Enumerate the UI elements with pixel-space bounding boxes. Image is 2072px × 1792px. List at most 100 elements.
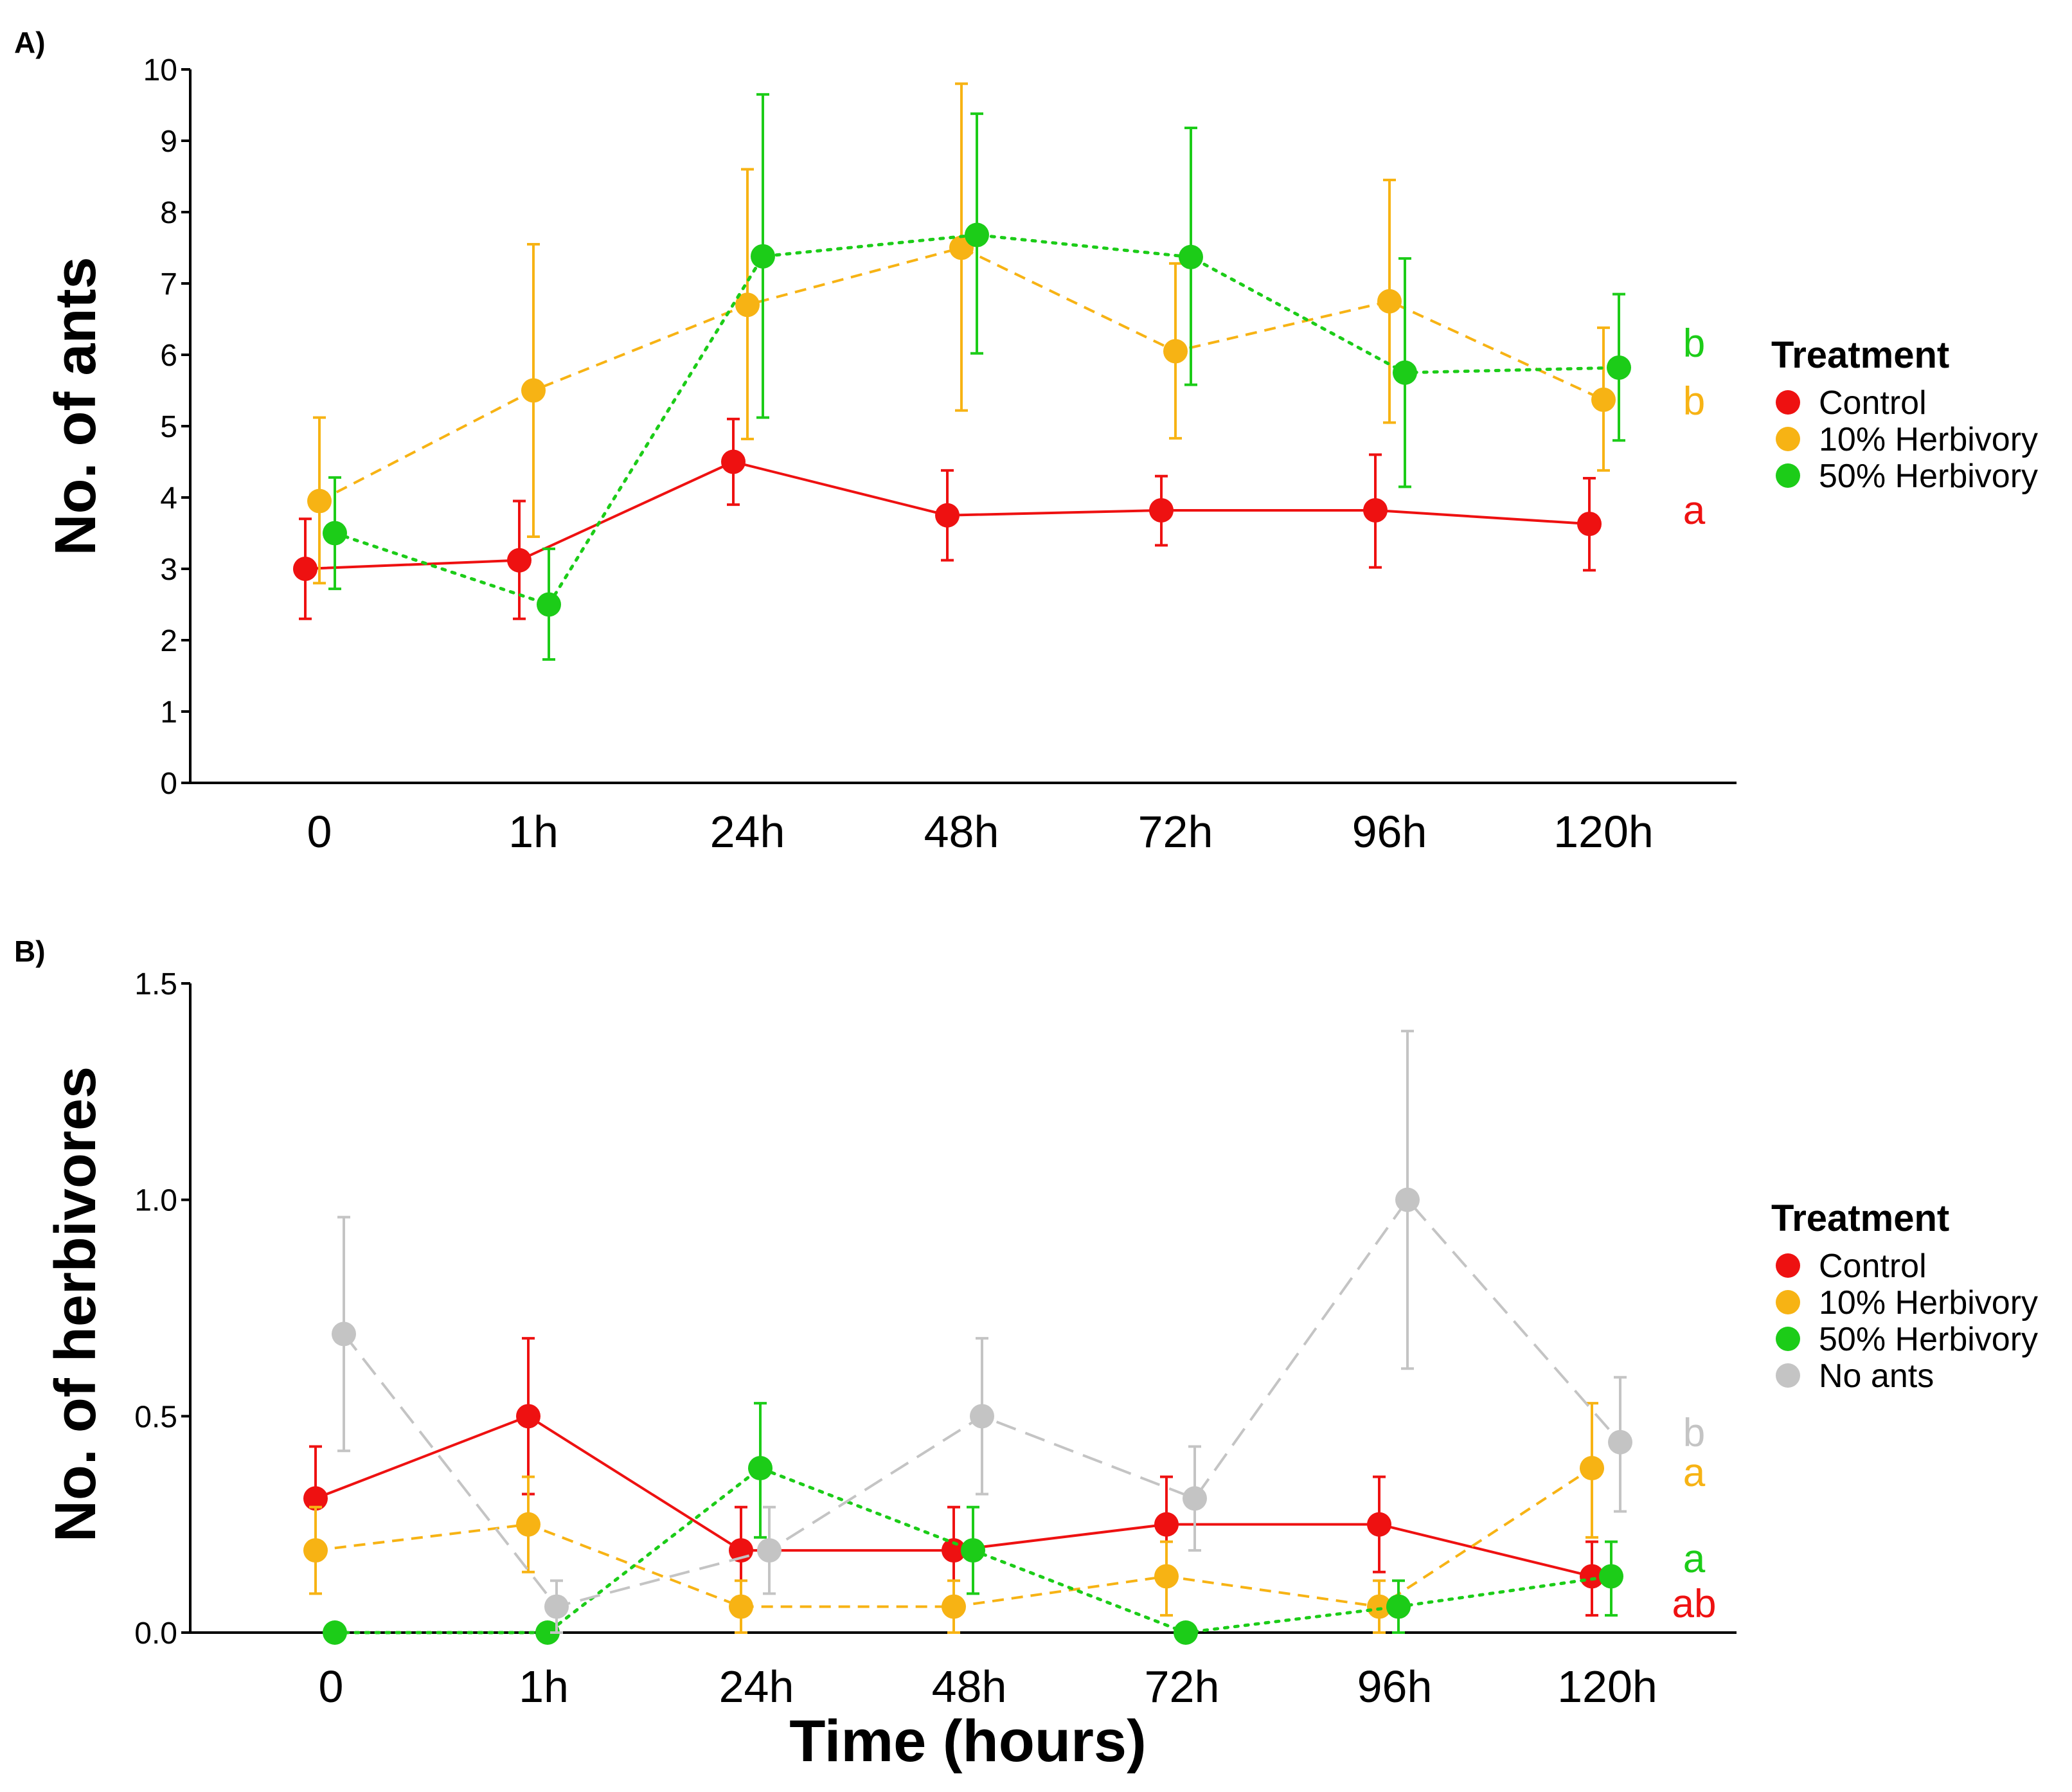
panel-b-y-axis-label: No. of herbivores [44,1066,108,1542]
panel-a-letter-50-herbivory: b [1683,321,1705,366]
panel-b-10-herbivory-point [1154,1564,1179,1589]
panel-a-series-10-herbivory [307,82,1616,585]
panel-a-axes: 0 1 2 3 4 5 6 7 8 9 10 0 1h 24h 48h 72h 96h 120h [143,53,1737,857]
panel-a-y-tick-label: 4 [160,481,177,515]
panel-a-y-tick-label: 0 [160,767,177,801]
panel-a-legend-label-10-herbivory: 10% Herbivory [1819,421,2038,458]
panel-b-y-tick-label: 1.0 [134,1184,177,1218]
panel-a-y-tick-label: 2 [160,624,177,658]
panel-a-x-tick-label: 0 [307,807,332,857]
panel-a-control-point [1363,497,1388,523]
panel-a-x-tick-label: 120h [1553,807,1654,857]
panel-a-control-point [507,548,531,573]
panel-b-series-no-ants [332,1030,1632,1634]
panel-b-10-herbivory-point [516,1512,540,1537]
panel-b-50-herbivory-point [1174,1620,1198,1645]
panel-a-legend-key-control [1776,390,1800,415]
panel-b-no-ants-point [757,1538,781,1563]
panel-b: B) No. of herbivores 0.0 0.5 1.0 1.5 0 1h 24h 4… [14,935,2038,1774]
panel-a-letter-10-herbivory: b [1683,379,1705,424]
panel-b-50-herbivory-point [1386,1594,1411,1619]
panel-b-x-tick-label: 72h [1145,1662,1220,1712]
panel-a-series-control [293,417,1602,620]
panel-a-x-tick-label: 48h [924,807,999,857]
panel-a-50-herbivory-point [751,244,775,269]
panel-a-50-herbivory-point [1393,360,1417,385]
panel-a: A) No. of ants 0 1 2 3 4 5 6 7 8 9 10 0 1h 24h 48h 72h 9… [14,26,2038,857]
panel-b-legend-label-control: Control [1819,1248,1927,1285]
panel-b-no-ants-point [332,1322,356,1347]
panel-a-label: A) [14,26,46,59]
panel-a-legend-key-50-herbivory [1776,463,1800,488]
panel-a-control-point [721,449,746,474]
panel-a-control-point [1149,497,1174,523]
panel-b-series-10-herbivory [303,1402,1604,1634]
panel-a-10-herbivory-point [307,488,332,514]
panel-a-control-point [935,503,960,528]
panel-b-control-point [1580,1564,1604,1589]
panel-a-control-point [1577,512,1602,537]
panel-b-control-point [303,1486,328,1511]
panel-b-no-ants-point [1608,1429,1632,1455]
panel-a-control-point [293,557,317,581]
panel-b-x-tick-label: 48h [932,1662,1007,1712]
panel-b-control-point [1154,1512,1179,1537]
panel-b-control-point [942,1538,966,1563]
panel-b-50-herbivory-point [748,1456,773,1481]
panel-b-series-control [303,1337,1604,1617]
panel-b-legend-key-10-herbivory [1776,1290,1800,1314]
panel-a-legend-title: Treatment [1771,334,1949,376]
panel-b-50-herbivory-point [535,1620,560,1645]
panel-a-50-herbivory-point [1179,244,1203,269]
panel-a-y-tick-label: 10 [143,53,177,87]
panel-b-series [303,1030,1632,1645]
panel-a-x-tick-label: 24h [710,807,785,857]
panel-a-y-tick-label: 1 [160,695,177,730]
panel-a-10-herbivory-point [1163,339,1188,364]
panel-b-10-herbivory-point [1367,1594,1391,1619]
panel-a-50-herbivory-point [537,592,561,617]
panel-b-letter-control: ab [1672,1582,1717,1626]
panel-a-10-herbivory-point [1591,387,1616,412]
panel-b-y-tick-label: 0.5 [134,1400,177,1434]
panel-b-50-herbivory-point [961,1538,985,1563]
panel-b-10-herbivory-point [729,1594,753,1619]
panel-b-legend-label-no-ants: No ants [1819,1357,1934,1395]
panel-b-x-tick-label: 120h [1557,1662,1657,1712]
panel-a-series-50-herbivory [323,93,1631,661]
panel-b-y-tick-label: 0.0 [134,1617,177,1651]
panel-a-significance-letters: a bb [1683,321,1706,533]
panel-b-letter-10-herbivory: a [1683,1451,1706,1495]
panel-a-y-axis-label: No. of ants [44,257,108,556]
panel-a-50-herbivory-point [1607,355,1631,380]
panel-a-y-tick-label: 7 [160,267,177,301]
panel-a-y-tick-label: 3 [160,553,177,587]
panel-b-legend-key-no-ants [1776,1363,1800,1388]
panel-a-x-tick-label: 1h [508,807,558,857]
panel-b-legend-key-control [1776,1253,1800,1278]
panel-a-legend-label-control: Control [1819,384,1927,422]
panel-a-50-herbivory-point [965,222,989,247]
panel-b-series-50-herbivory [323,1402,1623,1645]
panel-a-y-tick-label: 5 [160,410,177,444]
panel-a-y-tick-label: 9 [160,125,177,159]
panel-a-10-herbivory-point [521,378,546,403]
panel-a-10-herbivory-point [1377,289,1402,314]
panel-b-legend-key-50-herbivory [1776,1327,1800,1351]
panel-b-x-tick-label: 96h [1357,1662,1433,1712]
panel-b-axes: 0.0 0.5 1.0 1.5 0 1h 24h 48h 72h 96h 120h [134,967,1737,1712]
panel-b-no-ants-point [970,1404,994,1429]
panel-b-label: B) [14,935,46,968]
panel-b-50-herbivory-point [1599,1564,1623,1589]
panel-b-no-ants-point [1183,1486,1207,1511]
panel-b-10-herbivory-point [942,1594,966,1619]
panel-a-legend-label-50-herbivory: 50% Herbivory [1819,458,2038,495]
panel-a-y-tick-label: 6 [160,339,177,373]
panel-a-50-herbivory-point [323,521,347,546]
panel-a-letter-control: a [1683,488,1706,533]
panel-b-x-tick-label: 1h [519,1662,569,1712]
panel-b-letter-50-herbivory: a [1683,1537,1706,1581]
panel-b-y-tick-label: 1.5 [134,967,177,1001]
panel-b-x-tick-label: 0 [319,1662,344,1712]
